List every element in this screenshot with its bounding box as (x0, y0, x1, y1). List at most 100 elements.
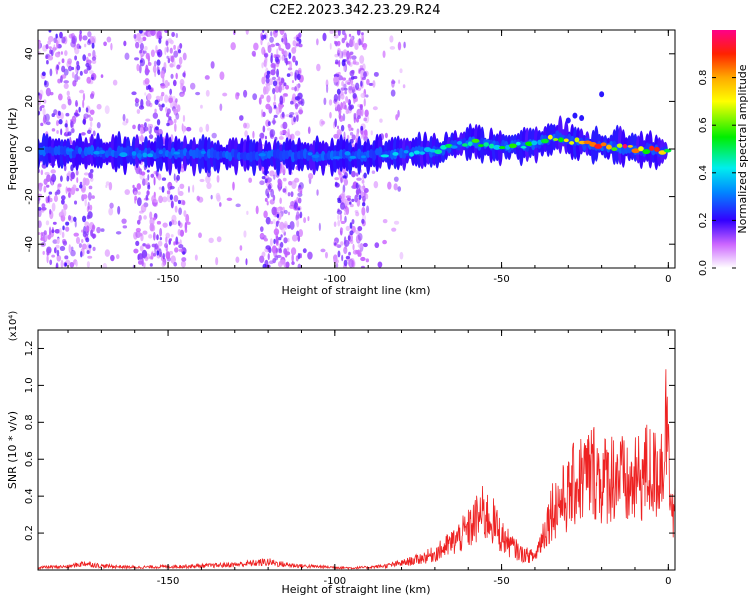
spectrogram-noise-mark (83, 69, 89, 75)
spectrogram-noise-mark (333, 254, 338, 263)
spectrogram-noise-mark (307, 172, 314, 180)
spectrogram-noise-mark (105, 181, 110, 186)
spectrogram-ridge-band (56, 145, 62, 156)
snr-ytick-label: 1.0 (24, 377, 35, 393)
spectrogram-noise-mark (251, 50, 256, 57)
spectrogram-ytick-label: 20 (24, 95, 35, 108)
spectrogram-noise-mark (146, 169, 150, 173)
spectrogram-noise-mark (219, 71, 225, 80)
spectrogram-noise-mark (278, 43, 281, 51)
spectrogram-noise-mark (360, 265, 365, 268)
spectrogram-noise-mark (87, 114, 91, 118)
spectrogram-ridge-core (642, 149, 651, 155)
spectrogram-noise-mark (216, 236, 222, 243)
spectrogram-noise-mark (100, 74, 104, 79)
spectrogram-noise-mark (276, 208, 281, 214)
spectrogram-noise-mark (281, 48, 285, 55)
spectrogram-noise-mark (86, 261, 90, 268)
spectrogram-noise-mark (299, 211, 303, 219)
spectrogram-noise-mark (358, 249, 362, 258)
spectrogram-noise-mark (344, 215, 347, 223)
spectrogram-noise-mark (382, 239, 387, 245)
spectrogram-noise-mark (74, 220, 77, 228)
spectrogram-noise-mark (361, 77, 366, 81)
spectrogram-noise-mark (167, 38, 173, 44)
spectrogram-noise-mark (382, 50, 386, 58)
spectrogram-noise-mark (168, 116, 172, 120)
spectrogram-noise-mark (290, 247, 297, 256)
spectrogram-noise-mark (133, 248, 139, 254)
spectrogram-noise-mark (316, 63, 321, 72)
spectrogram-noise-mark (389, 46, 396, 50)
spectrogram-noise-mark (270, 43, 276, 48)
spectrogram-xtick-label: 0 (665, 274, 671, 285)
spectrogram-noise-mark (399, 251, 404, 260)
spectrogram-noise-mark (341, 254, 344, 262)
spectrogram-noise-mark (278, 249, 283, 254)
spectrogram-noise-mark (281, 228, 286, 234)
spectrogram-noise-mark (54, 51, 61, 58)
spectrogram-axes: -150 -100 -50 0 -40 -20 0 20 40 (24, 30, 675, 285)
spectrogram-noise-mark (177, 220, 181, 227)
spectrogram-ridge-core (147, 153, 154, 158)
spectrogram-noise-mark (322, 32, 327, 42)
spectrogram-noise-mark (362, 183, 365, 191)
spectrogram-noise-mark (239, 245, 243, 251)
spectrogram-noise-mark (343, 259, 348, 267)
snr-xtick-label: -100 (323, 576, 346, 587)
spectrogram-noise-mark (144, 32, 147, 36)
colorbar-gradient (712, 30, 736, 268)
spectrogram-noise-mark (68, 192, 71, 198)
spectrogram-noise-mark (320, 120, 326, 125)
spectrogram-noise-mark (194, 254, 198, 261)
spectrogram-noise-mark (275, 247, 279, 254)
spectrogram-noise-mark (155, 95, 161, 100)
spectrogram-noise-mark (178, 244, 184, 249)
spectrogram-noise-mark (82, 92, 86, 101)
spectrogram-noise-mark (63, 80, 69, 84)
spectrogram-noise-mark (205, 89, 210, 97)
spectrogram-noise-mark (55, 39, 59, 49)
spectrogram-noise-mark (344, 104, 347, 110)
spectrogram-noise-mark (48, 226, 52, 236)
spectrogram-noise-mark (289, 133, 295, 141)
spectrogram-noise-mark (38, 93, 43, 101)
spectrogram-noise-mark (62, 240, 68, 246)
spectrogram-noise-mark (307, 126, 311, 134)
spectrogram-noise-mark (273, 174, 276, 180)
spectrogram-noise-mark (165, 40, 169, 46)
spectrogram-noise-mark (362, 130, 368, 139)
spectrogram-noise-mark (347, 197, 352, 202)
spectrogram-ridge-core (537, 139, 542, 145)
snr-ytick-label: 1.2 (24, 341, 35, 357)
spectrogram-noise-mark (294, 86, 297, 92)
spectrogram-noise-mark (42, 250, 45, 256)
spectrogram-noise-mark (360, 34, 365, 38)
spectrogram-noise-mark (324, 251, 328, 259)
spectrogram-noise-mark (173, 173, 176, 181)
spectrogram-noise-mark (351, 170, 356, 178)
spectrogram-ytick-label: 0 (24, 146, 35, 152)
spectrogram-noise-mark (289, 71, 294, 77)
spectrogram-noise-mark (291, 87, 295, 91)
spectrogram-noise-mark (49, 208, 52, 215)
spectrogram-noise-mark (349, 104, 354, 110)
spectrogram-noise-mark (159, 227, 163, 237)
spectrogram-noise-mark (53, 37, 57, 44)
spectrogram-noise-mark (143, 126, 149, 132)
spectrogram-noise-mark (261, 76, 266, 85)
spectrogram-noise-mark (51, 128, 56, 132)
spectrogram-ridge-core (98, 150, 106, 155)
spectrogram-noise-mark (104, 249, 111, 257)
snr-ytick-label: 0.8 (24, 414, 35, 430)
spectrogram-noise-mark (87, 255, 93, 259)
spectrogram-noise-mark (55, 244, 60, 249)
spectrogram-ytick-label: 40 (24, 47, 35, 60)
spectrogram-noise-mark (288, 114, 293, 118)
spectrogram-noise-mark (268, 183, 272, 191)
spectrogram-noise-mark (244, 130, 248, 138)
spectrogram-noise-mark (282, 223, 288, 227)
spectrogram-noise-mark (166, 122, 170, 127)
spectrogram-noise-mark (179, 199, 186, 205)
spectrogram-noise-mark (92, 246, 96, 252)
